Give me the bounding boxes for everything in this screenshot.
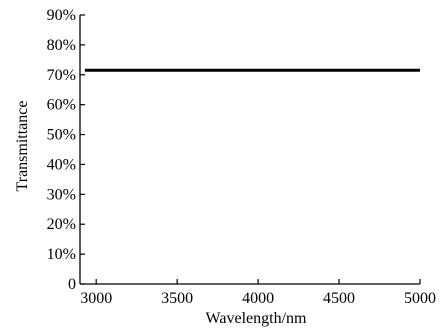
y-axis-title: Transmittance [14,101,31,192]
x-ticks: 3000 3500 4000 4500 5000 [80,279,436,307]
x-axis-title: Wavelength/nm [206,310,307,327]
y-tick-label: 10% [47,246,76,263]
axes [79,15,420,285]
x-tick-label: 3000 [80,290,112,307]
x-tick-label: 3500 [161,290,193,307]
y-tick-label: 50% [47,127,76,144]
y-tick-label: 0 [68,276,76,293]
y-tick-label: 90% [47,7,76,24]
x-tick-label: 4000 [242,290,274,307]
y-tick-label: 30% [47,186,76,203]
y-tick-label: 80% [47,37,76,54]
x-tick-label: 4500 [323,290,355,307]
y-tick-label: 70% [47,67,76,84]
y-tick-label: 60% [47,97,76,114]
y-tick-label: 20% [47,216,76,233]
y-tick-label: 40% [47,156,76,173]
y-ticks: 0 10% 20% 30% 40% 50% 60% 70% 80% 90% [47,7,85,293]
x-tick-label: 5000 [404,290,436,307]
